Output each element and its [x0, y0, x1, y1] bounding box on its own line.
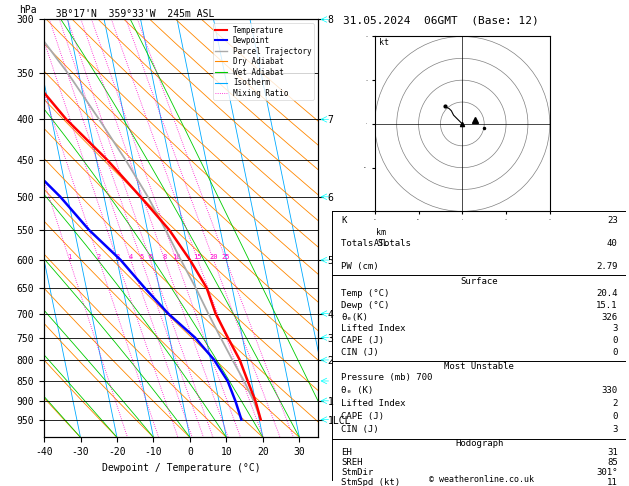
Text: Totals Totals: Totals Totals — [341, 239, 411, 248]
Text: K: K — [341, 216, 347, 226]
Text: 40: 40 — [607, 239, 618, 248]
Text: 10: 10 — [172, 254, 181, 260]
Text: 3B°17'N  359°33'W  245m ASL: 3B°17'N 359°33'W 245m ASL — [44, 9, 214, 18]
Text: 31: 31 — [607, 448, 618, 457]
Text: 2: 2 — [612, 399, 618, 408]
Text: 15: 15 — [194, 254, 202, 260]
Text: 23: 23 — [607, 216, 618, 226]
Text: 20: 20 — [209, 254, 218, 260]
Text: θₑ (K): θₑ (K) — [341, 386, 373, 395]
Text: 15.1: 15.1 — [596, 301, 618, 310]
Text: 0: 0 — [612, 412, 618, 421]
Text: CIN (J): CIN (J) — [341, 425, 379, 434]
Text: PW (cm): PW (cm) — [341, 262, 379, 271]
Text: 3: 3 — [612, 425, 618, 434]
Text: 20.4: 20.4 — [596, 289, 618, 298]
Text: 1: 1 — [67, 254, 72, 260]
Text: SREH: SREH — [341, 458, 362, 468]
Text: 0: 0 — [612, 336, 618, 345]
Text: EH: EH — [341, 448, 352, 457]
Text: 8: 8 — [163, 254, 167, 260]
Text: 0: 0 — [612, 348, 618, 357]
Text: Most Unstable: Most Unstable — [444, 362, 515, 371]
Text: Surface: Surface — [460, 277, 498, 286]
Text: 11: 11 — [607, 478, 618, 486]
Text: kt: kt — [379, 38, 389, 47]
Text: 301°: 301° — [596, 469, 618, 477]
Text: 330: 330 — [601, 386, 618, 395]
X-axis label: Dewpoint / Temperature (°C): Dewpoint / Temperature (°C) — [101, 463, 260, 473]
Text: 2.79: 2.79 — [596, 262, 618, 271]
Text: 5: 5 — [139, 254, 143, 260]
Text: 326: 326 — [601, 312, 618, 322]
Text: Hodograph: Hodograph — [455, 439, 503, 448]
Text: 3: 3 — [115, 254, 120, 260]
Text: 85: 85 — [607, 458, 618, 468]
Text: StmDir: StmDir — [341, 469, 373, 477]
Text: Lifted Index: Lifted Index — [341, 399, 406, 408]
Legend: Temperature, Dewpoint, Parcel Trajectory, Dry Adiabat, Wet Adiabat, Isotherm, Mi: Temperature, Dewpoint, Parcel Trajectory… — [213, 23, 314, 100]
Text: Lifted Index: Lifted Index — [341, 324, 406, 333]
Text: CIN (J): CIN (J) — [341, 348, 379, 357]
Text: Dewp (°C): Dewp (°C) — [341, 301, 389, 310]
Y-axis label: km
ASL: km ASL — [374, 228, 389, 248]
Text: 2: 2 — [97, 254, 101, 260]
Text: θₑ(K): θₑ(K) — [341, 312, 368, 322]
Text: StmSpd (kt): StmSpd (kt) — [341, 478, 400, 486]
Text: © weatheronline.co.uk: © weatheronline.co.uk — [429, 474, 533, 484]
Text: Pressure (mb) 700: Pressure (mb) 700 — [341, 373, 432, 382]
Text: hPa: hPa — [19, 5, 37, 15]
Text: 6: 6 — [148, 254, 152, 260]
Text: 4: 4 — [128, 254, 133, 260]
Text: 25: 25 — [222, 254, 230, 260]
Text: Temp (°C): Temp (°C) — [341, 289, 389, 298]
Text: 31.05.2024  06GMT  (Base: 12): 31.05.2024 06GMT (Base: 12) — [343, 16, 538, 26]
Text: CAPE (J): CAPE (J) — [341, 336, 384, 345]
Text: CAPE (J): CAPE (J) — [341, 412, 384, 421]
Text: 3: 3 — [612, 324, 618, 333]
